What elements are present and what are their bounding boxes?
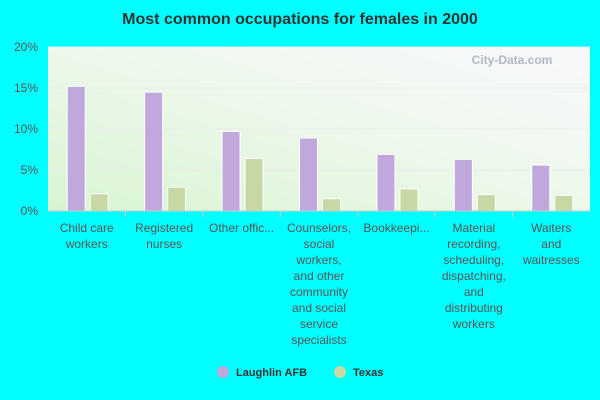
legend-swatch bbox=[217, 366, 229, 378]
x-tick-label: and other bbox=[294, 269, 345, 283]
y-tick-label: 5% bbox=[21, 163, 39, 177]
x-tick-label: dispatching, bbox=[442, 269, 506, 283]
x-tick-label: social bbox=[304, 237, 335, 251]
x-tick-label: Registered bbox=[135, 221, 193, 235]
bar-texas[interactable] bbox=[244, 158, 264, 212]
x-axis: Child care workers Registered nurses Other o… bbox=[48, 210, 590, 347]
legend-label: Laughlin AFB bbox=[236, 367, 307, 379]
y-axis: 0% 5% 10% 15% 20% bbox=[14, 40, 38, 218]
bar-laughlin-afb[interactable] bbox=[453, 158, 473, 212]
bar-texas[interactable] bbox=[322, 198, 341, 212]
x-tick-label: workers bbox=[65, 237, 108, 251]
x-tick-label: Counselors, bbox=[287, 221, 351, 235]
x-tick-label: waitresses bbox=[522, 253, 580, 267]
x-tick-label: service bbox=[300, 317, 338, 331]
bar-laughlin-afb[interactable] bbox=[299, 137, 318, 212]
bar-laughlin-afb[interactable] bbox=[66, 85, 86, 212]
legend: Laughlin AFB Texas bbox=[217, 366, 383, 379]
x-tick-label: and bbox=[541, 237, 561, 251]
x-tick-label: specialists bbox=[291, 333, 346, 347]
bar-texas[interactable] bbox=[89, 193, 109, 212]
x-tick-label: and bbox=[464, 285, 484, 299]
x-tick-label: Material bbox=[453, 221, 496, 235]
bars bbox=[66, 85, 574, 212]
bar-laughlin-afb[interactable] bbox=[376, 153, 396, 212]
y-tick-label: 15% bbox=[14, 81, 38, 95]
x-tick-label: Bookkeepi... bbox=[363, 221, 429, 235]
watermark: City-Data.com bbox=[472, 53, 553, 67]
x-tick-label: Other offic... bbox=[209, 221, 274, 235]
x-tick-label: workers bbox=[452, 317, 495, 331]
y-tick-label: 0% bbox=[21, 204, 39, 218]
x-tick-label: community bbox=[290, 285, 348, 299]
x-tick-label: recording, bbox=[447, 237, 500, 251]
legend-swatch bbox=[334, 366, 346, 378]
x-tick-label: Child care bbox=[60, 221, 114, 235]
y-tick-label: 20% bbox=[14, 40, 38, 54]
grid-lines bbox=[48, 46, 590, 171]
bar-laughlin-afb[interactable] bbox=[144, 91, 164, 212]
x-tick-label: nurses bbox=[146, 237, 182, 251]
x-tick-label: workers, bbox=[295, 253, 341, 267]
bar-laughlin-afb[interactable] bbox=[221, 130, 241, 212]
chart-title: Most common occupations for females in 2… bbox=[122, 11, 478, 28]
bar-texas[interactable] bbox=[476, 194, 496, 212]
bar-texas[interactable] bbox=[167, 186, 187, 212]
bar-texas[interactable] bbox=[399, 188, 419, 212]
bar-texas[interactable] bbox=[554, 194, 574, 212]
x-tick-label: distributing bbox=[445, 301, 503, 315]
x-tick-label: and social bbox=[292, 301, 346, 315]
x-tick-label: scheduling, bbox=[443, 253, 504, 267]
legend-label: Texas bbox=[353, 367, 383, 379]
x-tick-label: Waiters bbox=[531, 221, 571, 235]
bar-laughlin-afb[interactable] bbox=[531, 164, 551, 212]
y-tick-label: 10% bbox=[14, 122, 38, 136]
